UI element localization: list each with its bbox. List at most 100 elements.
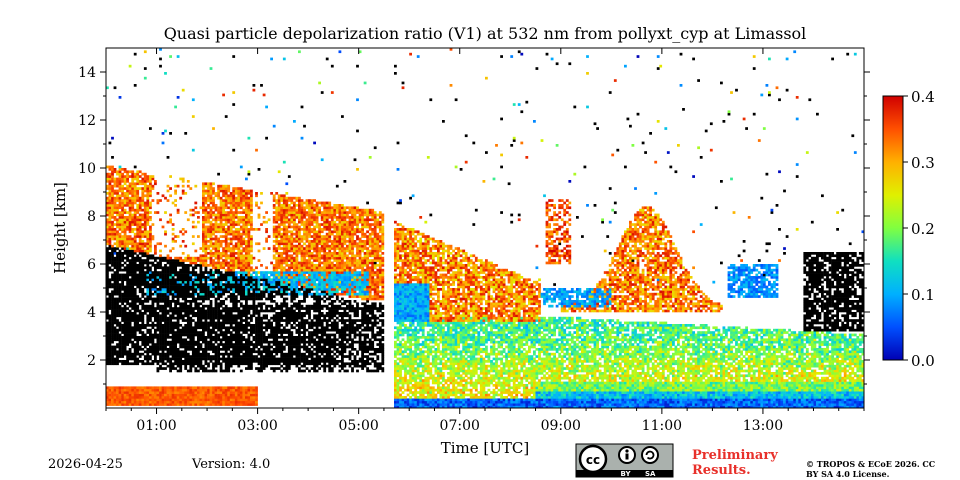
heatmap-cell: [272, 336, 276, 339]
heatmap-cell: [171, 316, 175, 320]
heatmap-cell: [282, 309, 286, 313]
heatmap-cell: [262, 309, 266, 313]
heatmap-cell: [217, 230, 220, 234]
heatmap-cell: [186, 398, 190, 402]
heatmap-cell: [222, 338, 225, 342]
heatmap-cell: [186, 360, 190, 363]
heatmap-cell: [209, 328, 213, 332]
heatmap-cell: [227, 357, 231, 361]
heatmap-cell: [257, 216, 261, 219]
heatmap-cell: [176, 398, 180, 402]
heatmap-cell: [176, 369, 180, 373]
heatmap-cell: [194, 396, 198, 399]
heatmap-cell: [202, 290, 205, 294]
heatmap-cell: [303, 362, 306, 366]
heatmap-cell: [252, 336, 256, 339]
heatmap-cell: [229, 398, 233, 402]
heatmap-cell: [237, 307, 241, 310]
heatmap-cell: [149, 216, 152, 219]
heatmap-cell: [250, 391, 253, 394]
heatmap-cell: [260, 357, 263, 361]
heatmap-cell: [106, 292, 109, 296]
heatmap-cell: [146, 266, 150, 270]
heatmap-cell: [267, 283, 271, 286]
heatmap-cell: [250, 196, 253, 200]
heatmap-cell: [108, 235, 112, 238]
heatmap-cell: [217, 386, 220, 390]
heatmap-cell: [222, 249, 225, 253]
heatmap-cell: [174, 285, 177, 289]
heatmap-cell: [204, 216, 208, 219]
heatmap-cell: [123, 336, 127, 339]
heatmap-cell: [133, 336, 137, 339]
heatmap-cell: [166, 355, 170, 358]
heatmap-cell: [151, 314, 155, 318]
heatmap-cell: [133, 297, 137, 301]
heatmap-cell: [161, 256, 165, 260]
heatmap-cell: [265, 211, 268, 214]
heatmap-cell: [272, 206, 276, 210]
heatmap-cell: [156, 343, 160, 346]
heatmap-cell: [106, 396, 109, 399]
heatmap-cell: [250, 223, 253, 226]
heatmap-cell: [128, 304, 132, 308]
heatmap-cell: [128, 223, 132, 226]
heatmap-cell: [111, 228, 114, 231]
heatmap-cell: [118, 314, 122, 318]
heatmap-cell: [260, 345, 263, 349]
heatmap-cell: [126, 201, 129, 205]
heatmap-cell: [133, 331, 137, 334]
heatmap-cell: [224, 206, 228, 210]
heatmap-cell: [146, 175, 150, 178]
heatmap-cell: [214, 300, 218, 303]
heatmap-cell: [181, 333, 185, 337]
heatmap-cell: [275, 218, 279, 222]
heatmap-cell: [131, 288, 135, 291]
heatmap-cell: [239, 290, 243, 294]
heatmap-cell: [245, 225, 248, 229]
heatmap-cell: [118, 218, 122, 222]
heatmap-cell: [267, 271, 271, 274]
heatmap-cell: [118, 312, 122, 315]
heatmap-cell: [209, 336, 213, 339]
heatmap-cell: [237, 285, 241, 289]
heatmap-cell: [179, 316, 183, 320]
heatmap-cell: [214, 230, 218, 234]
heatmap-cell: [277, 266, 281, 270]
heatmap-cell: [146, 194, 150, 198]
heatmap-cell: [141, 316, 145, 320]
heatmap-cell: [161, 314, 165, 318]
heatmap-cell: [227, 211, 231, 214]
heatmap-cell: [106, 288, 109, 291]
heatmap-cell: [106, 321, 109, 325]
heatmap-cell: [282, 223, 286, 226]
heatmap-cell: [272, 314, 276, 318]
heatmap-cell: [280, 285, 284, 289]
heatmap-cell: [166, 199, 170, 202]
heatmap-cell: [212, 388, 215, 392]
heatmap-cell: [111, 204, 114, 207]
heatmap-cell: [164, 396, 167, 399]
heatmap-cell: [184, 244, 188, 248]
heatmap-cell: [295, 364, 299, 368]
heatmap-cell: [280, 228, 284, 231]
heatmap-cell: [121, 336, 124, 339]
heatmap-cell: [212, 324, 215, 327]
heatmap-cell: [126, 187, 129, 190]
heatmap-cell: [171, 307, 175, 310]
heatmap-cell: [265, 220, 268, 224]
heatmap-cell: [111, 304, 114, 308]
heatmap-cell: [161, 292, 165, 296]
heatmap-cell: [260, 367, 263, 370]
heatmap-cell: [138, 199, 142, 202]
heatmap-cell: [194, 249, 198, 253]
heatmap-cell: [108, 295, 112, 298]
heatmap-cell: [181, 232, 185, 236]
heatmap-cell: [247, 312, 251, 315]
heatmap-cell: [214, 242, 218, 246]
heatmap-cell: [227, 261, 231, 265]
heatmap-cell: [217, 285, 220, 289]
heatmap-cell: [128, 280, 132, 284]
heatmap-cell: [234, 261, 238, 265]
heatmap-cell: [298, 244, 301, 248]
